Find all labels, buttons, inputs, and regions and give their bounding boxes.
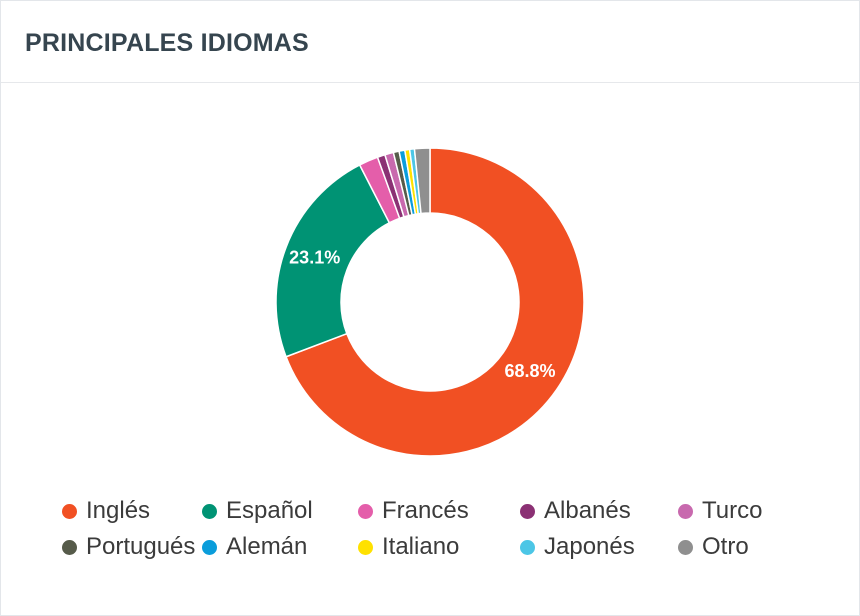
slice-1[interactable] (275, 163, 391, 358)
card-title: PRINCIPALES IDIOMAS (25, 29, 309, 57)
slice-label-1: 23.1% (289, 248, 340, 268)
slice-0[interactable] (285, 147, 585, 457)
slice-9[interactable] (413, 147, 431, 215)
slice-label-0: 68.8% (505, 361, 556, 381)
card-header: PRINCIPALES IDIOMAS (1, 1, 859, 83)
